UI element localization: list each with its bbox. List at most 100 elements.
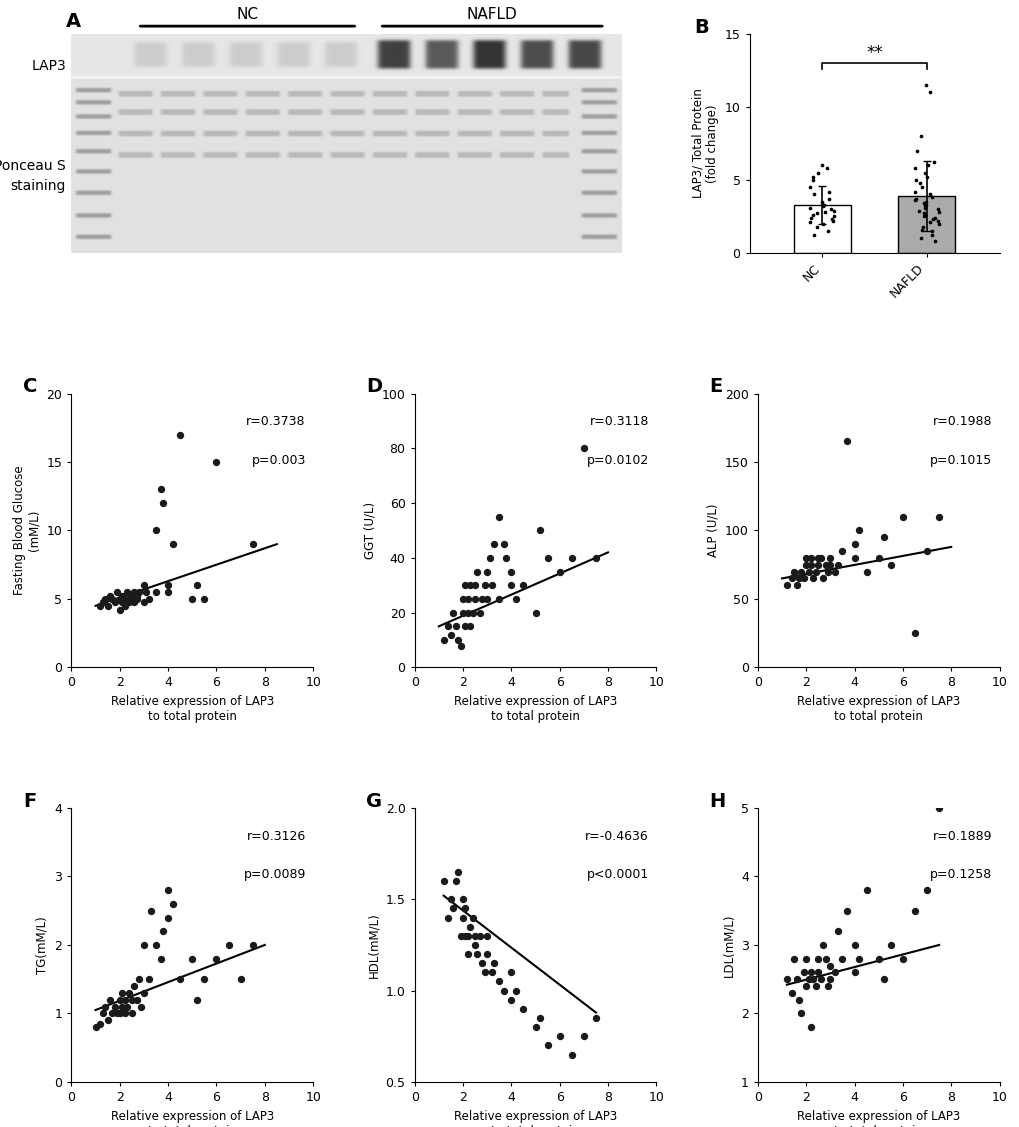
- Point: [930, 203, 947, 221]
- Text: p=0.1258: p=0.1258: [929, 868, 991, 881]
- Point: [820, 189, 837, 207]
- Point: [846, 964, 862, 982]
- Point: [102, 587, 118, 605]
- Point: [245, 535, 261, 553]
- Point: [908, 142, 924, 160]
- Point: [435, 872, 451, 890]
- Point: [813, 193, 829, 211]
- Point: [454, 604, 471, 622]
- Y-axis label: Fasting Blood Glucose
(mM/L): Fasting Blood Glucose (mM/L): [13, 465, 41, 595]
- Point: [123, 1004, 140, 1022]
- Text: r=0.1988: r=0.1988: [932, 416, 991, 428]
- Text: p=0.0089: p=0.0089: [244, 868, 306, 881]
- Point: [469, 946, 485, 964]
- Point: [913, 218, 929, 236]
- Point: [155, 494, 171, 512]
- Point: [507, 982, 524, 1000]
- Point: [816, 203, 833, 221]
- Text: r=0.1889: r=0.1889: [932, 829, 991, 843]
- Point: [858, 881, 874, 899]
- Point: [825, 207, 842, 225]
- Point: [183, 950, 200, 968]
- Point: [587, 1009, 603, 1027]
- Point: [454, 908, 471, 926]
- Point: [575, 1027, 591, 1045]
- Point: [918, 881, 934, 899]
- Point: [814, 569, 830, 587]
- Point: [858, 562, 874, 580]
- Point: [906, 192, 922, 210]
- Point: [539, 549, 555, 567]
- Text: E: E: [709, 378, 722, 396]
- Point: [916, 198, 932, 216]
- Point: [97, 589, 113, 607]
- Point: [795, 964, 811, 982]
- Point: [165, 895, 181, 913]
- Point: [196, 970, 212, 988]
- Point: [818, 159, 835, 177]
- Point: [495, 535, 512, 553]
- Point: [172, 970, 189, 988]
- Point: [564, 1046, 580, 1064]
- Point: [126, 977, 143, 995]
- Text: p<0.0001: p<0.0001: [586, 868, 648, 881]
- Point: [469, 562, 485, 580]
- Y-axis label: LDL(mM/L): LDL(mM/L): [721, 913, 735, 977]
- Point: [805, 186, 821, 204]
- Point: [467, 589, 483, 607]
- Point: [870, 950, 887, 968]
- Text: A: A: [66, 12, 81, 30]
- Point: [111, 589, 127, 607]
- Point: [819, 977, 836, 995]
- Point: [449, 863, 466, 881]
- Point: [495, 982, 512, 1000]
- Point: [812, 549, 828, 567]
- Point: [107, 997, 123, 1015]
- Point: [906, 183, 922, 201]
- Point: [104, 1004, 120, 1022]
- Point: [462, 576, 478, 594]
- Point: [121, 589, 138, 607]
- Text: LAP3: LAP3: [32, 59, 66, 72]
- Text: F: F: [23, 791, 37, 810]
- Point: [114, 997, 130, 1015]
- Point: [119, 583, 136, 601]
- Point: [479, 589, 495, 607]
- Point: [907, 171, 923, 189]
- Point: [483, 576, 499, 594]
- Point: [910, 202, 926, 220]
- Point: [116, 589, 132, 607]
- Point: [816, 556, 833, 574]
- Point: [490, 589, 506, 607]
- Point: [911, 174, 927, 192]
- Point: [474, 955, 490, 973]
- Point: [917, 193, 933, 211]
- Y-axis label: LAP3/ Total Protein
(fold change): LAP3/ Total Protein (fold change): [691, 88, 718, 198]
- Point: [915, 207, 931, 225]
- Point: [172, 426, 189, 444]
- Point: [881, 935, 898, 953]
- Point: [130, 583, 147, 601]
- Point: [130, 970, 147, 988]
- Point: [851, 522, 867, 540]
- Point: [786, 562, 802, 580]
- Point: [539, 1037, 555, 1055]
- Point: [452, 637, 469, 655]
- Point: [916, 197, 932, 215]
- Point: [800, 562, 816, 580]
- Point: [802, 1018, 818, 1036]
- Text: Ponceau S
staining: Ponceau S staining: [0, 160, 66, 193]
- Point: [797, 977, 813, 995]
- Point: [100, 1011, 116, 1029]
- Point: [874, 529, 891, 547]
- Point: [809, 556, 825, 574]
- Point: [923, 188, 940, 206]
- Point: [790, 569, 806, 587]
- Point: [809, 549, 825, 567]
- Point: [820, 183, 837, 201]
- Point: [464, 604, 480, 622]
- Point: [809, 950, 825, 968]
- Point: [479, 562, 495, 580]
- Point: [104, 589, 120, 607]
- Point: [821, 957, 838, 975]
